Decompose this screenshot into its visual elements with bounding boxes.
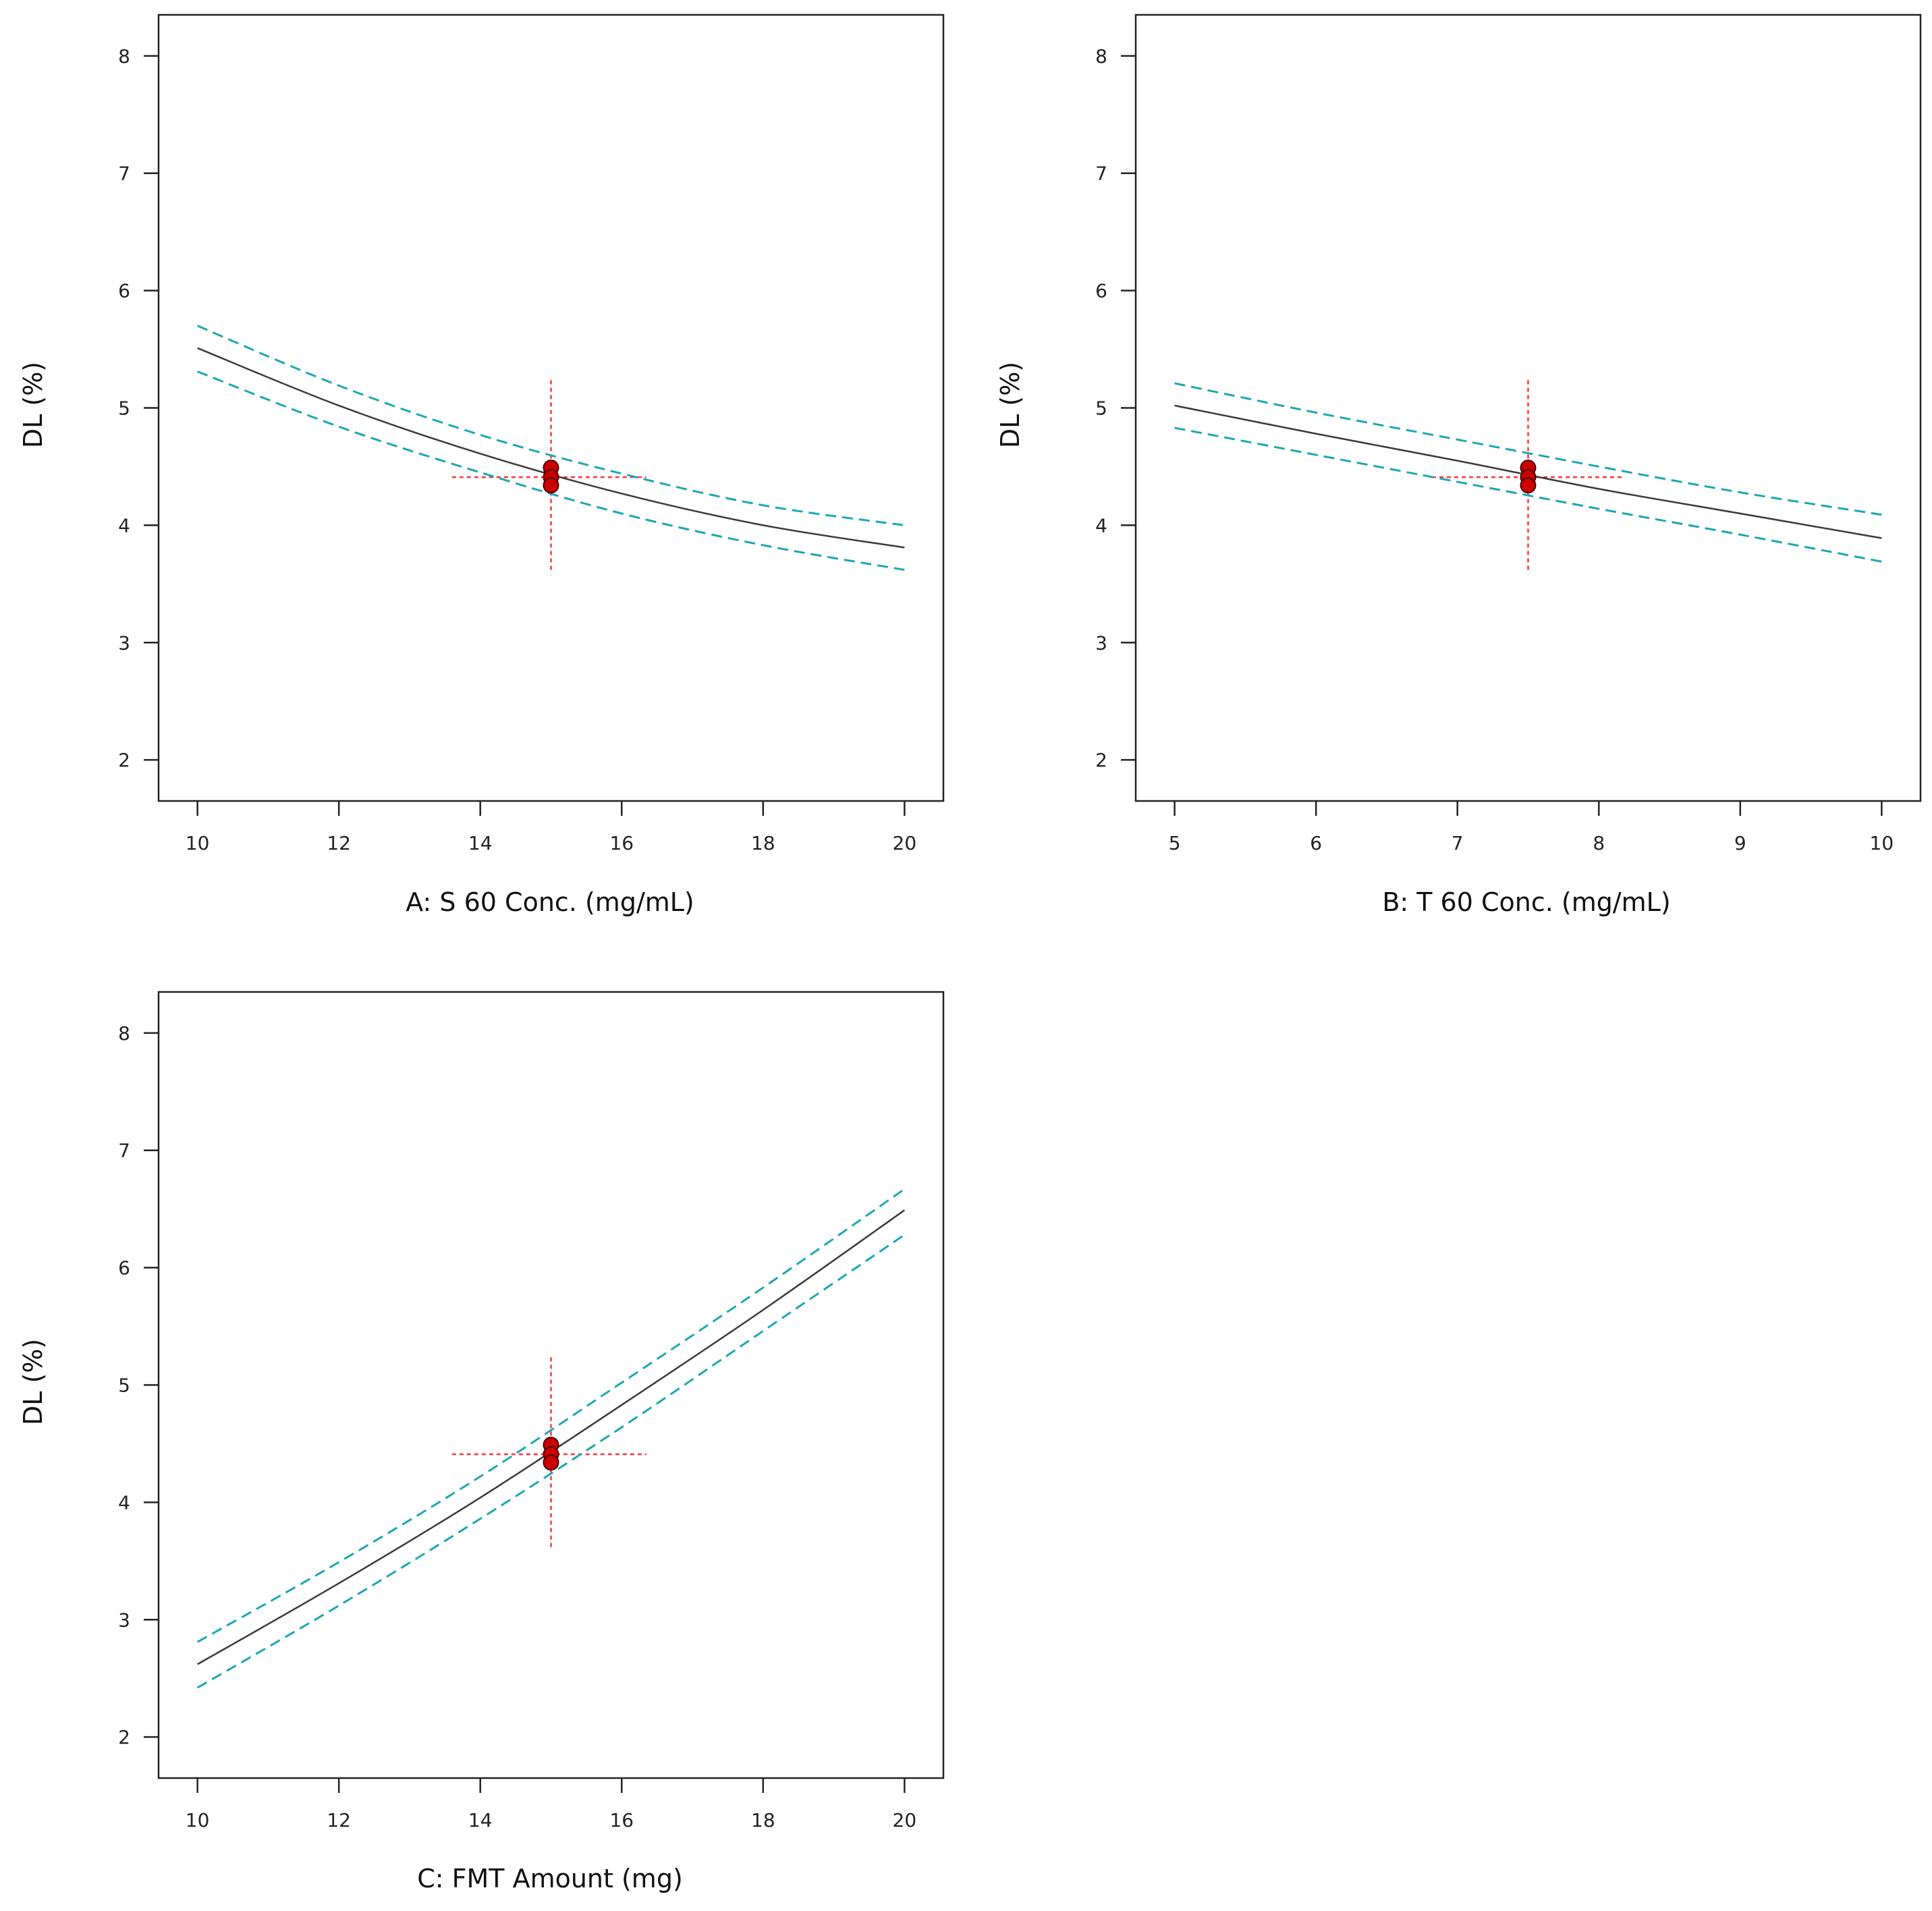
panel-c-design-point — [543, 1454, 559, 1471]
panel-c-y-tick-label: 2 — [118, 1726, 130, 1748]
panel-b-lower-95-ci-line — [1174, 426, 1882, 563]
panel-c-y-tick-label: 5 — [118, 1375, 130, 1397]
panel-b-y-tick-label: 6 — [1095, 280, 1107, 302]
panel-b-y-tick-label: 2 — [1095, 749, 1107, 771]
panel-a-x-tick-label: 20 — [893, 832, 917, 854]
panel-b-y-tick-label: 8 — [1095, 45, 1107, 67]
panel-a-y-tick-label: 5 — [118, 397, 130, 420]
panel-a-x-tick-label: 12 — [327, 832, 351, 854]
chart-panel-b: 2 3 4 5 6 7 8 5 6 7 8 9 10 B: T 60 Conc. (mg/mL) DL … — [995, 13, 1922, 917]
panel-c-x-tick-label: 14 — [468, 1809, 493, 1831]
panel-a-y-tick-label: 6 — [118, 280, 130, 302]
chart-panel-a: 2 3 4 5 6 7 8 10 12 14 16 18 20 A: S 60 Conc. (mg/mL… — [18, 13, 945, 917]
panel-c-y-tick-label: 4 — [118, 1491, 130, 1514]
panel-b-x-tick-label: 9 — [1734, 832, 1746, 854]
panel-b-ticks: 2 3 4 5 6 7 8 5 6 7 8 9 10 — [1095, 45, 1894, 854]
chart-panel-c: 2 3 4 5 6 7 8 10 12 14 16 18 20 C: FMT Amount (mg) D… — [18, 991, 945, 1893]
panel-a-y-tick-label: 3 — [118, 632, 130, 654]
panel-a-upper-95-ci-line — [197, 325, 905, 526]
panel-b-x-tick-label: 8 — [1593, 832, 1605, 854]
panel-a-y-tick-label: 8 — [118, 45, 130, 67]
panel-c-y-tick-label: 6 — [118, 1257, 130, 1279]
panel-a-lines — [197, 325, 905, 571]
panel-a-y-tick-label: 7 — [118, 163, 130, 185]
panel-b-upper-95-ci-line — [1174, 382, 1882, 516]
panel-c-frame — [157, 991, 945, 1779]
panel-c-y-tick-label: 7 — [118, 1140, 130, 1162]
panel-c-x-tick-label: 10 — [186, 1809, 210, 1831]
panel-b-x-tick-label: 7 — [1452, 832, 1464, 854]
panel-c-points — [543, 1437, 559, 1471]
panel-a-lower-95-ci-line — [197, 370, 905, 571]
panel-c-y-tick-label: 3 — [118, 1609, 130, 1631]
panel-c-x-tick-label: 20 — [893, 1809, 917, 1831]
panel-a-y-tick-label: 4 — [118, 514, 130, 536]
panel-b-y-tick-label: 7 — [1095, 163, 1107, 185]
panel-b-x-axis-title: B: T 60 Conc. (mg/mL) — [1382, 887, 1670, 917]
panel-a-y-axis-title: DL (%) — [18, 362, 48, 448]
panel-b-y-tick-label: 3 — [1095, 632, 1107, 654]
panel-c-x-tick-label: 12 — [327, 1809, 351, 1831]
panel-b-design-point — [1520, 477, 1537, 494]
panel-a-x-tick-label: 16 — [609, 832, 634, 854]
panel-b-y-axis-title: DL (%) — [995, 362, 1025, 448]
panel-b-points — [1520, 460, 1537, 494]
panel-c-x-tick-label: 18 — [751, 1809, 775, 1831]
panel-a-x-axis-title: A: S 60 Conc. (mg/mL) — [406, 887, 694, 917]
panel-a-x-tick-label: 18 — [751, 832, 775, 854]
panel-a-y-tick-label: 2 — [118, 749, 130, 771]
panel-b-frame — [1134, 13, 1922, 802]
panel-c-x-tick-label: 16 — [609, 1809, 634, 1831]
panel-a-ticks: 2 3 4 5 6 7 8 10 12 14 16 18 20 — [118, 45, 916, 854]
panel-a-design-point — [543, 477, 559, 494]
panel-a-x-tick-label: 14 — [468, 832, 493, 854]
panel-c-upper-95-ci-line — [196, 1188, 906, 1643]
panel-c-y-tick-label: 8 — [118, 1022, 130, 1045]
panel-c-lower-95-ci-line — [196, 1234, 906, 1689]
panel-c-x-axis-title: C: FMT Amount (mg) — [417, 1864, 683, 1893]
panel-b-y-tick-label: 4 — [1095, 514, 1107, 536]
panel-b-x-tick-label: 10 — [1870, 832, 1894, 854]
panel-c-y-axis-title: DL (%) — [18, 1339, 48, 1425]
panel-b-x-tick-label: 5 — [1169, 832, 1181, 854]
panel-a-points — [543, 460, 559, 494]
panel-a-x-tick-label: 10 — [186, 832, 210, 854]
panel-b-y-tick-label: 5 — [1095, 397, 1107, 420]
panel-c-ticks: 2 3 4 5 6 7 8 10 12 14 16 18 20 — [118, 1022, 916, 1831]
panel-a-frame — [157, 13, 945, 802]
panel-b-x-tick-label: 6 — [1310, 832, 1322, 854]
